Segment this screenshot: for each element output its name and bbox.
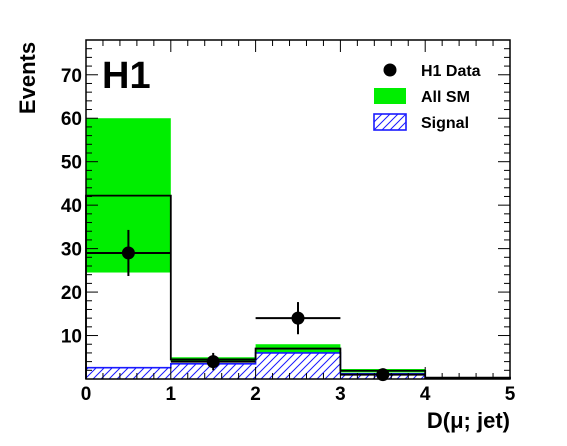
x-tick-label: 3 (335, 384, 346, 405)
y-tick-label: 30 (61, 240, 82, 261)
x-tick-label: 5 (505, 384, 516, 405)
legend-marker-data (383, 63, 397, 77)
axes-group: 0 1 2 3 4 5 10 20 30 40 50 60 70 (61, 39, 516, 405)
x-tick-label: 4 (420, 384, 431, 405)
data-points-group (86, 229, 426, 382)
y-axis-title: Events (15, 42, 40, 114)
x-tick-label: 1 (166, 384, 177, 405)
legend-label: Signal (421, 115, 469, 132)
x-tick-label: 2 (250, 384, 261, 405)
legend-swatch-signal (373, 113, 407, 131)
plot-frame (85, 39, 511, 380)
y-tick-label: 10 (61, 327, 82, 348)
signal-histogram-group (85, 352, 511, 379)
y-tick-label: 60 (61, 109, 82, 130)
data-point-1 (121, 246, 135, 260)
y-tick-label: 20 (61, 283, 82, 304)
sm-histogram-line (85, 194, 511, 379)
y-tick-label: 70 (61, 66, 82, 87)
y-tick-label: 40 (61, 196, 82, 217)
legend-label: All SM (421, 89, 470, 106)
h1-logo: H1 (102, 55, 151, 97)
data-point-3 (291, 311, 305, 325)
signal-bar-3 (255, 352, 341, 379)
y-tick-label: 50 (61, 153, 82, 174)
legend-label: H1 Data (421, 63, 481, 80)
sm-uncertainty-band-group (86, 118, 510, 379)
signal-bar-2 (170, 363, 256, 379)
legend: H1 Data All SM Signal (373, 63, 481, 132)
x-axis-title: D(μ; jet) (427, 408, 510, 433)
x-tick-label: 0 (81, 384, 92, 405)
sm-histogram-group (85, 194, 511, 379)
data-point-2 (206, 355, 220, 369)
signal-bar-1 (86, 367, 171, 379)
data-point-4 (376, 368, 390, 382)
legend-swatch-sm (374, 88, 406, 104)
